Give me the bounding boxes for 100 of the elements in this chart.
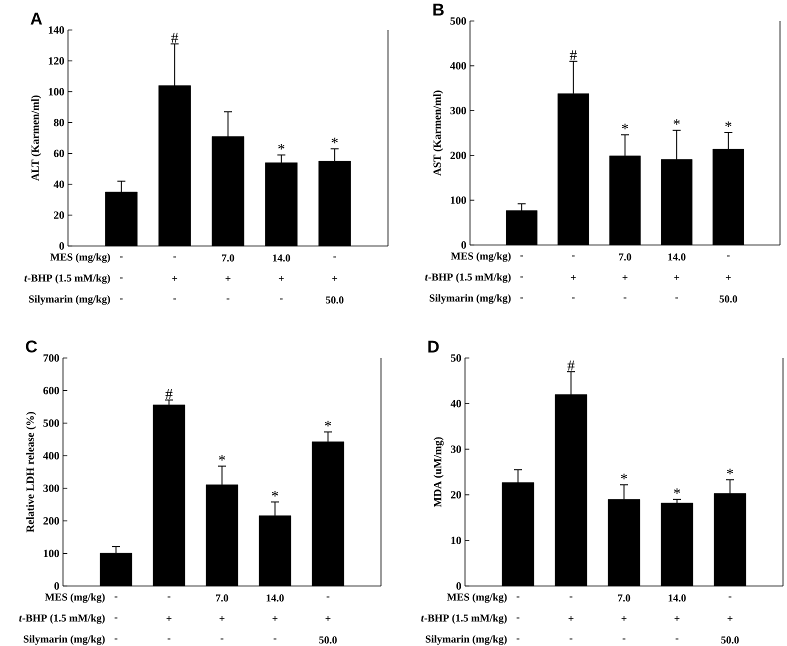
text: + [568,616,574,621]
data-label: # [166,388,172,399]
data-label: * [622,124,628,130]
y-tick-label: 0 [54,582,60,590]
y-tick-label: 0 [59,242,64,250]
text: 50.0 [721,636,739,644]
y-tick-label: 10 [451,536,462,544]
text: + [674,616,680,621]
text: - [520,276,524,278]
y-tick-label: 80 [54,118,64,126]
text: - [728,596,732,598]
text: - [173,256,176,258]
y-axis-title: AST (Karmen/ml) [433,90,444,176]
text: 7.0 [618,594,630,602]
text: - [173,298,176,300]
text: 7.0 [222,254,234,262]
text: + [332,276,338,281]
y-tick-label: 700 [44,354,60,362]
text: + [220,616,224,621]
y-tick-label: 500 [43,419,60,427]
y-axis-title: ALT (Karmen/ml) [31,95,42,181]
text: - [120,256,123,258]
text: - [326,596,330,598]
text: MES (mg/kg) [447,593,507,603]
text: + [272,616,278,621]
y-tick-label: 400 [43,452,60,460]
text: - [570,596,572,598]
y-axis-title: Relative LDH release (%) [26,412,36,532]
text: - [516,638,520,640]
text: + [674,275,680,280]
text: - [280,298,283,300]
y-tick-label: 200 [450,152,466,160]
text: 14.0 [668,594,686,602]
data-label: * [726,468,734,474]
y-axis-title: MDA (uM/mg) [434,437,444,508]
data-label: * [725,122,732,128]
text: + [172,276,178,281]
text: + [726,275,731,280]
text: 50.0 [720,295,738,303]
text: t-BHP (1.5 mM/kg) [19,614,105,624]
y-tick-label: 50 [450,354,462,362]
text: + [570,275,576,280]
text: - [168,596,170,598]
text: 14.0 [272,254,290,262]
text: 7.0 [216,594,228,602]
text: + [728,616,732,621]
text: t-BHP (1.5 mM/kg) [421,614,507,624]
text: + [326,616,330,621]
chart-title: A [30,12,42,24]
text: 14.0 [266,594,284,602]
y-tick-label: 400 [450,62,466,70]
text: 50.0 [326,296,344,304]
text: 50.0 [319,636,337,644]
text: - [114,596,118,598]
y-tick-label: 120 [48,57,64,65]
data-label: # [568,360,574,370]
text: - [226,298,230,300]
y-tick-label: 500 [450,17,466,25]
data-label: # [570,50,577,60]
text: 14.0 [668,253,686,261]
text: - [168,638,170,640]
data-label: * [218,455,226,461]
y-tick-label: 60 [54,150,64,158]
text: + [278,276,284,281]
text: t-BHP (1.5 mM/kg) [24,274,110,284]
data-label: # [171,32,178,43]
chart-title: C [26,340,38,353]
data-label: * [324,420,332,426]
text: - [120,298,123,300]
chart-title: B [433,4,444,16]
text: t-BHP (1.5 mM/kg) [425,273,511,283]
text: Silymarin (mg/kg) [426,635,507,645]
text: MES (mg/kg) [450,252,511,262]
text: Silymarin (mg/kg) [430,294,511,304]
y-tick-label: 200 [43,517,60,525]
y-tick-label: 100 [450,196,466,204]
y-tick-label: 0 [461,241,466,249]
y-tick-label: 20 [450,491,462,499]
y-tick-label: 0 [456,582,462,590]
text: Silymarin (mg/kg) [29,295,110,305]
y-tick-label: 140 [48,26,64,34]
text: + [622,616,626,621]
data-label: * [332,138,338,144]
y-tick-label: 300 [43,484,60,492]
text: - [622,638,626,640]
y-tick-label: 100 [44,550,60,558]
y-tick-label: 300 [450,106,466,114]
data-label: * [272,490,278,496]
text: - [516,596,520,598]
text: - [220,638,224,640]
text: + [166,616,172,621]
text: MES (mg/kg) [44,593,105,603]
y-tick-label: 600 [43,386,60,394]
text: - [570,638,572,640]
text: + [622,275,628,280]
text: - [333,256,336,258]
text: - [274,638,276,640]
text: - [114,638,118,640]
y-tick-label: 40 [450,400,462,408]
data-label: * [620,474,628,480]
